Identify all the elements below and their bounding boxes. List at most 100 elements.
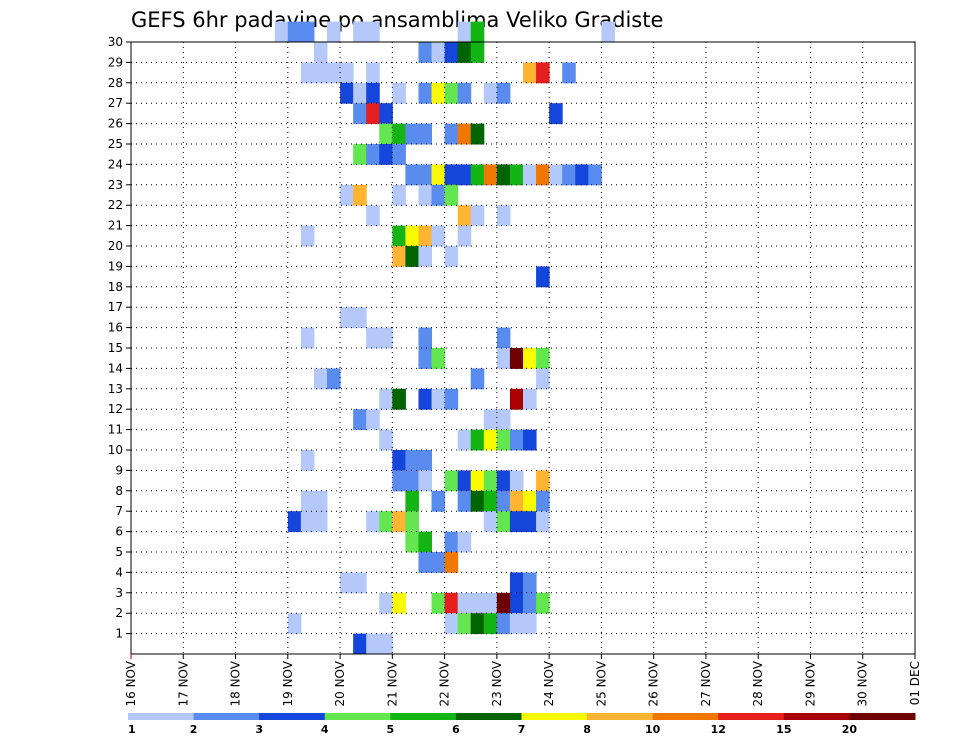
data-cell — [274, 21, 289, 43]
data-cell — [353, 103, 367, 125]
y-tick-label: 25 — [108, 137, 123, 151]
data-cell — [418, 450, 433, 471]
data-cell — [418, 42, 433, 63]
data-cell — [392, 246, 406, 267]
data-cell — [379, 388, 393, 410]
y-tick-label: 7 — [115, 504, 123, 518]
data-cell — [418, 164, 433, 186]
data-cell — [418, 348, 433, 369]
data-cell — [562, 164, 576, 186]
y-tick-label: 15 — [108, 341, 123, 355]
data-cell — [300, 21, 315, 43]
data-cell — [313, 62, 328, 84]
data-cell — [457, 613, 472, 635]
chart-title: GEFS 6hr padavine po ansamblima Veliko G… — [131, 8, 663, 32]
data-cell — [470, 613, 485, 635]
data-cell — [431, 552, 446, 573]
x-tick-label: 17 NOV — [176, 660, 190, 706]
data-cell — [457, 82, 472, 104]
legend-label: 5 — [387, 723, 395, 736]
y-tick-label: 26 — [108, 117, 123, 131]
x-tick-label: 28 NOV — [751, 660, 765, 706]
data-cell — [444, 388, 459, 410]
legend: 1 2 3 4 5 6 7 8 10 12 15 20 — [128, 713, 916, 736]
data-cell — [431, 184, 446, 206]
y-tick-label: 5 — [115, 545, 123, 559]
data-cell — [470, 470, 485, 492]
data-cell — [418, 225, 433, 247]
data-cell — [366, 82, 380, 104]
data-cell — [431, 592, 446, 614]
y-tick-label: 21 — [108, 219, 123, 233]
data-cell — [444, 184, 459, 206]
data-cell — [418, 246, 433, 267]
x-tick-label: 16 NOV — [124, 660, 138, 706]
data-cell — [470, 592, 485, 614]
x-tick-label: 26 NOV — [647, 660, 661, 706]
data-cell — [523, 613, 537, 635]
legend-swatch — [324, 713, 391, 720]
data-cell — [470, 429, 485, 451]
data-cell — [327, 21, 341, 43]
data-cell — [496, 490, 511, 512]
data-cell — [379, 592, 393, 614]
data-cell — [562, 62, 576, 84]
y-tick-label: 10 — [108, 443, 123, 457]
data-cell — [483, 490, 498, 512]
y-tick-label: 19 — [108, 259, 123, 273]
data-cell — [366, 103, 380, 125]
data-cell — [509, 470, 524, 492]
data-cell — [496, 592, 511, 614]
data-cell — [509, 511, 524, 533]
data-cell — [366, 21, 380, 43]
data-cell — [457, 531, 472, 553]
data-cell — [496, 613, 511, 635]
data-cell — [379, 429, 393, 451]
data-cell — [470, 368, 485, 390]
data-cell — [300, 327, 315, 349]
data-cell — [418, 123, 433, 145]
data-cell — [509, 490, 524, 512]
x-tick-label: 01 DEC — [908, 661, 922, 705]
data-cell — [483, 429, 498, 451]
x-tick-label: 24 NOV — [542, 660, 556, 706]
data-cell — [379, 144, 393, 165]
y-tick-label: 12 — [108, 402, 123, 416]
data-cell — [431, 42, 446, 63]
data-cell — [509, 572, 524, 594]
data-cell — [366, 205, 380, 227]
y-tick-label: 1 — [115, 627, 123, 641]
legend-swatch — [259, 713, 326, 720]
data-cell — [313, 490, 328, 512]
y-tick-label: 17 — [108, 300, 123, 314]
data-cell — [313, 511, 328, 533]
y-tick-label: 3 — [115, 586, 123, 600]
data-cell — [418, 552, 433, 573]
data-cell — [457, 164, 472, 186]
data-cell — [523, 348, 537, 369]
data-cell — [418, 388, 433, 410]
legend-swatch — [521, 713, 588, 720]
data-cell — [392, 450, 406, 471]
data-cell — [405, 470, 419, 492]
data-cell — [457, 225, 472, 247]
data-cell — [392, 144, 406, 165]
heatmap-cells — [274, 21, 615, 655]
data-cell — [496, 409, 511, 431]
data-cell — [300, 511, 315, 533]
data-cell — [536, 348, 550, 369]
legend-swatch — [783, 713, 850, 720]
data-cell — [457, 429, 472, 451]
data-cell — [496, 470, 511, 492]
data-cell — [523, 511, 537, 533]
data-cell — [405, 511, 419, 533]
x-tick-label: 18 NOV — [229, 660, 243, 706]
data-cell — [379, 123, 393, 145]
data-cell — [483, 164, 498, 186]
data-cell — [509, 164, 524, 186]
data-cell — [483, 511, 498, 533]
data-cell — [536, 470, 550, 492]
data-cell — [601, 21, 615, 43]
data-cell — [405, 490, 419, 512]
data-cell — [379, 511, 393, 533]
